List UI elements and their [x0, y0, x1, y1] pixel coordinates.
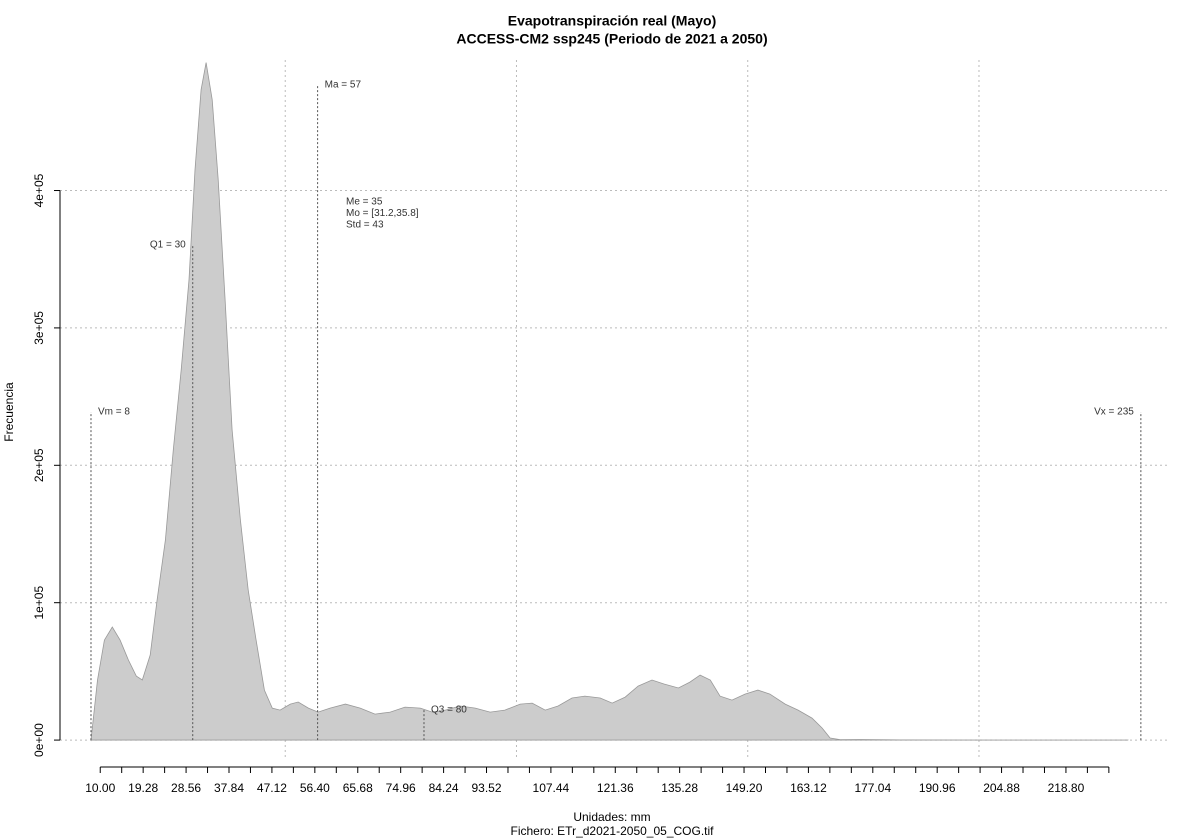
x-tick-label: 121.36: [597, 781, 634, 795]
annotation-label: Vx = 235: [1094, 407, 1134, 418]
y-tick-label: 0e+00: [32, 723, 46, 757]
x-tick-label: 107.44: [533, 781, 570, 795]
x-axis-label: Unidades: mm: [573, 810, 650, 824]
stat-label: Std = 43: [346, 220, 384, 231]
annotation-label: Ma = 57: [325, 80, 362, 91]
x-tick-label: 10.00: [85, 781, 115, 795]
annotation-label: Vm = 8: [98, 407, 130, 418]
x-tick-label: 135.28: [661, 781, 698, 795]
annotation-label: Q1 = 30: [150, 240, 186, 251]
x-tick-label: 177.04: [854, 781, 891, 795]
x-tick-label: 47.12: [257, 781, 287, 795]
x-tick-label: 28.56: [171, 781, 201, 795]
x-tick-label: 56.40: [300, 781, 330, 795]
caption: Fichero: ETr_d2021-2050_05_COG.tif: [511, 824, 715, 838]
x-tick-label: 37.84: [214, 781, 244, 795]
x-tick-label: 19.28: [128, 781, 158, 795]
y-axis-label: Frecuencia: [2, 382, 16, 442]
x-tick-label: 204.88: [983, 781, 1020, 795]
y-tick-label: 1e+05: [32, 586, 46, 620]
x-tick-label: 74.96: [386, 781, 416, 795]
x-tick-label: 190.96: [919, 781, 956, 795]
annotation-label: Q3 = 80: [431, 705, 467, 716]
x-tick-label: 84.24: [429, 781, 459, 795]
chart-subtitle: ACCESS-CM2 ssp245 (Periodo de 2021 a 205…: [456, 31, 767, 47]
density-area: [90, 62, 1129, 742]
x-tick-label: 149.20: [726, 781, 763, 795]
x-tick-label: 65.68: [343, 781, 373, 795]
stat-label: Mo = [31.2,35.8]: [346, 208, 419, 219]
stat-label: Me = 35: [346, 197, 383, 208]
y-tick-label: 2e+05: [32, 448, 46, 482]
x-tick-label: 93.52: [472, 781, 502, 795]
x-tick-label: 163.12: [790, 781, 827, 795]
y-tick-label: 4e+05: [32, 173, 46, 207]
y-tick-label: 3e+05: [32, 311, 46, 345]
chart-title: Evapotranspiración real (Mayo): [508, 13, 717, 29]
x-tick-label: 218.80: [1048, 781, 1085, 795]
